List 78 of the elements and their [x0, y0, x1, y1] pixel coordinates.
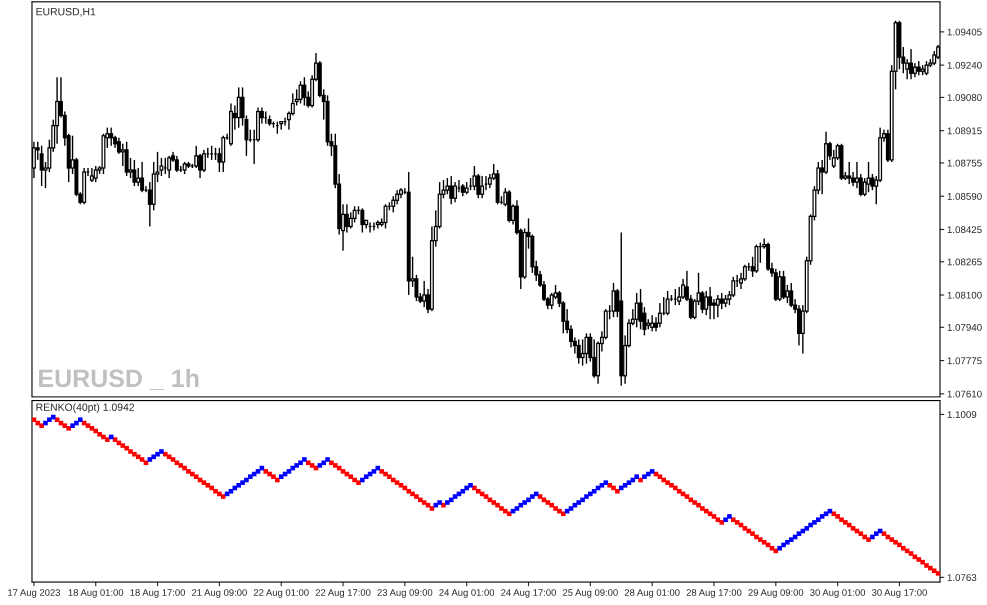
candlestick: [182, 161, 187, 175]
candlestick: [782, 270, 786, 300]
candlestick: [167, 155, 172, 179]
x-tick-label: 25 Aug 09:00: [562, 589, 618, 598]
x-tick-label: 23 Aug 09:00: [377, 589, 432, 598]
candlestick: [778, 270, 782, 302]
candlestick: [140, 161, 144, 193]
candlestick: [720, 292, 724, 310]
candlestick: [360, 208, 364, 234]
y-tick-label: 1.08755: [948, 160, 982, 167]
candlestick: [847, 161, 852, 185]
y-tick-label: 1.07610: [948, 390, 982, 398]
candlestick: [612, 282, 616, 318]
x-tick-label: 18 Aug 01:00: [68, 589, 124, 598]
candlestick: [445, 177, 450, 195]
candlestick: [472, 165, 476, 191]
x-tick-label: 22 Aug 01:00: [254, 589, 309, 598]
y-tick-label: 1.09405: [948, 28, 982, 36]
x-tick-label: 24 Aug 17:00: [501, 589, 556, 598]
candlestick: [460, 183, 465, 197]
candlestick: [480, 175, 484, 199]
candlestick: [40, 145, 44, 187]
candlestick: [384, 204, 388, 230]
candlestick: [136, 167, 140, 187]
x-tick-label: 30 Aug 17:00: [872, 589, 927, 598]
candlestick: [866, 161, 871, 193]
x-tick-label: 28 Aug 01:00: [624, 589, 680, 598]
candlestick: [298, 80, 303, 104]
candlestick: [666, 290, 670, 316]
candlestick: [132, 159, 136, 187]
x-tick-label: 28 Aug 17:00: [686, 589, 742, 598]
y-tick-label: 1.08100: [948, 292, 982, 299]
candlestick: [916, 60, 921, 76]
y-tick-label: 1.07940: [948, 324, 982, 331]
y-tick-label: 1.09080: [948, 94, 982, 102]
x-tick-label: 18 Aug 17:00: [130, 589, 186, 598]
candlestick: [716, 294, 720, 318]
candlestick: [236, 86, 241, 128]
candlestick: [90, 167, 94, 183]
x-tick-label: 30 Aug 01:00: [810, 589, 866, 598]
y-tick-label: 1.0763: [948, 574, 976, 581]
y-tick-label: 1.09240: [948, 62, 982, 69]
x-tick-label: 22 Aug 17:00: [316, 589, 370, 598]
candlestick: [924, 60, 928, 76]
candlestick: [449, 175, 454, 205]
x-tick-label: 21 Aug 09:00: [192, 589, 247, 598]
y-tick-label: 1.08915: [948, 127, 982, 134]
candlestick: [268, 114, 272, 126]
text: EURUSD,H1: [36, 8, 96, 17]
candlestick: [109, 126, 114, 146]
candlestick: [194, 145, 198, 169]
candlestick: [650, 314, 654, 332]
candlestick: [453, 181, 458, 203]
y-tick-label: 1.08590: [948, 192, 982, 200]
chart-title: RENKO(40pt) 1.0942: [36, 403, 134, 413]
candlestick: [708, 286, 712, 320]
annotation: EURUSD _ 1h: [39, 368, 198, 390]
candlestick: [704, 290, 708, 316]
x-tick-label: 24 Aug 01:00: [439, 589, 494, 598]
candlestick: [174, 155, 179, 173]
x-tick-label: 17 Aug 2023: [8, 589, 60, 598]
y-tick-label: 1.08425: [948, 226, 982, 234]
candlestick: [344, 204, 349, 234]
candlestick: [909, 48, 914, 80]
candlestick: [920, 64, 925, 76]
y-tick-label: 1.07775: [948, 357, 982, 364]
candlestick: [712, 298, 716, 320]
candlestick: [724, 294, 728, 308]
candlestick: [302, 76, 306, 106]
x-tick-label: 29 Aug 09:00: [748, 589, 804, 598]
y-tick-label: 1.1009: [948, 411, 976, 418]
candlestick: [584, 332, 588, 364]
candlestick: [422, 280, 426, 308]
candlestick: [464, 181, 469, 195]
y-tick-label: 1.08265: [948, 258, 982, 266]
candlestick: [634, 292, 639, 328]
candlestick: [912, 62, 917, 78]
candlestick: [124, 141, 129, 177]
